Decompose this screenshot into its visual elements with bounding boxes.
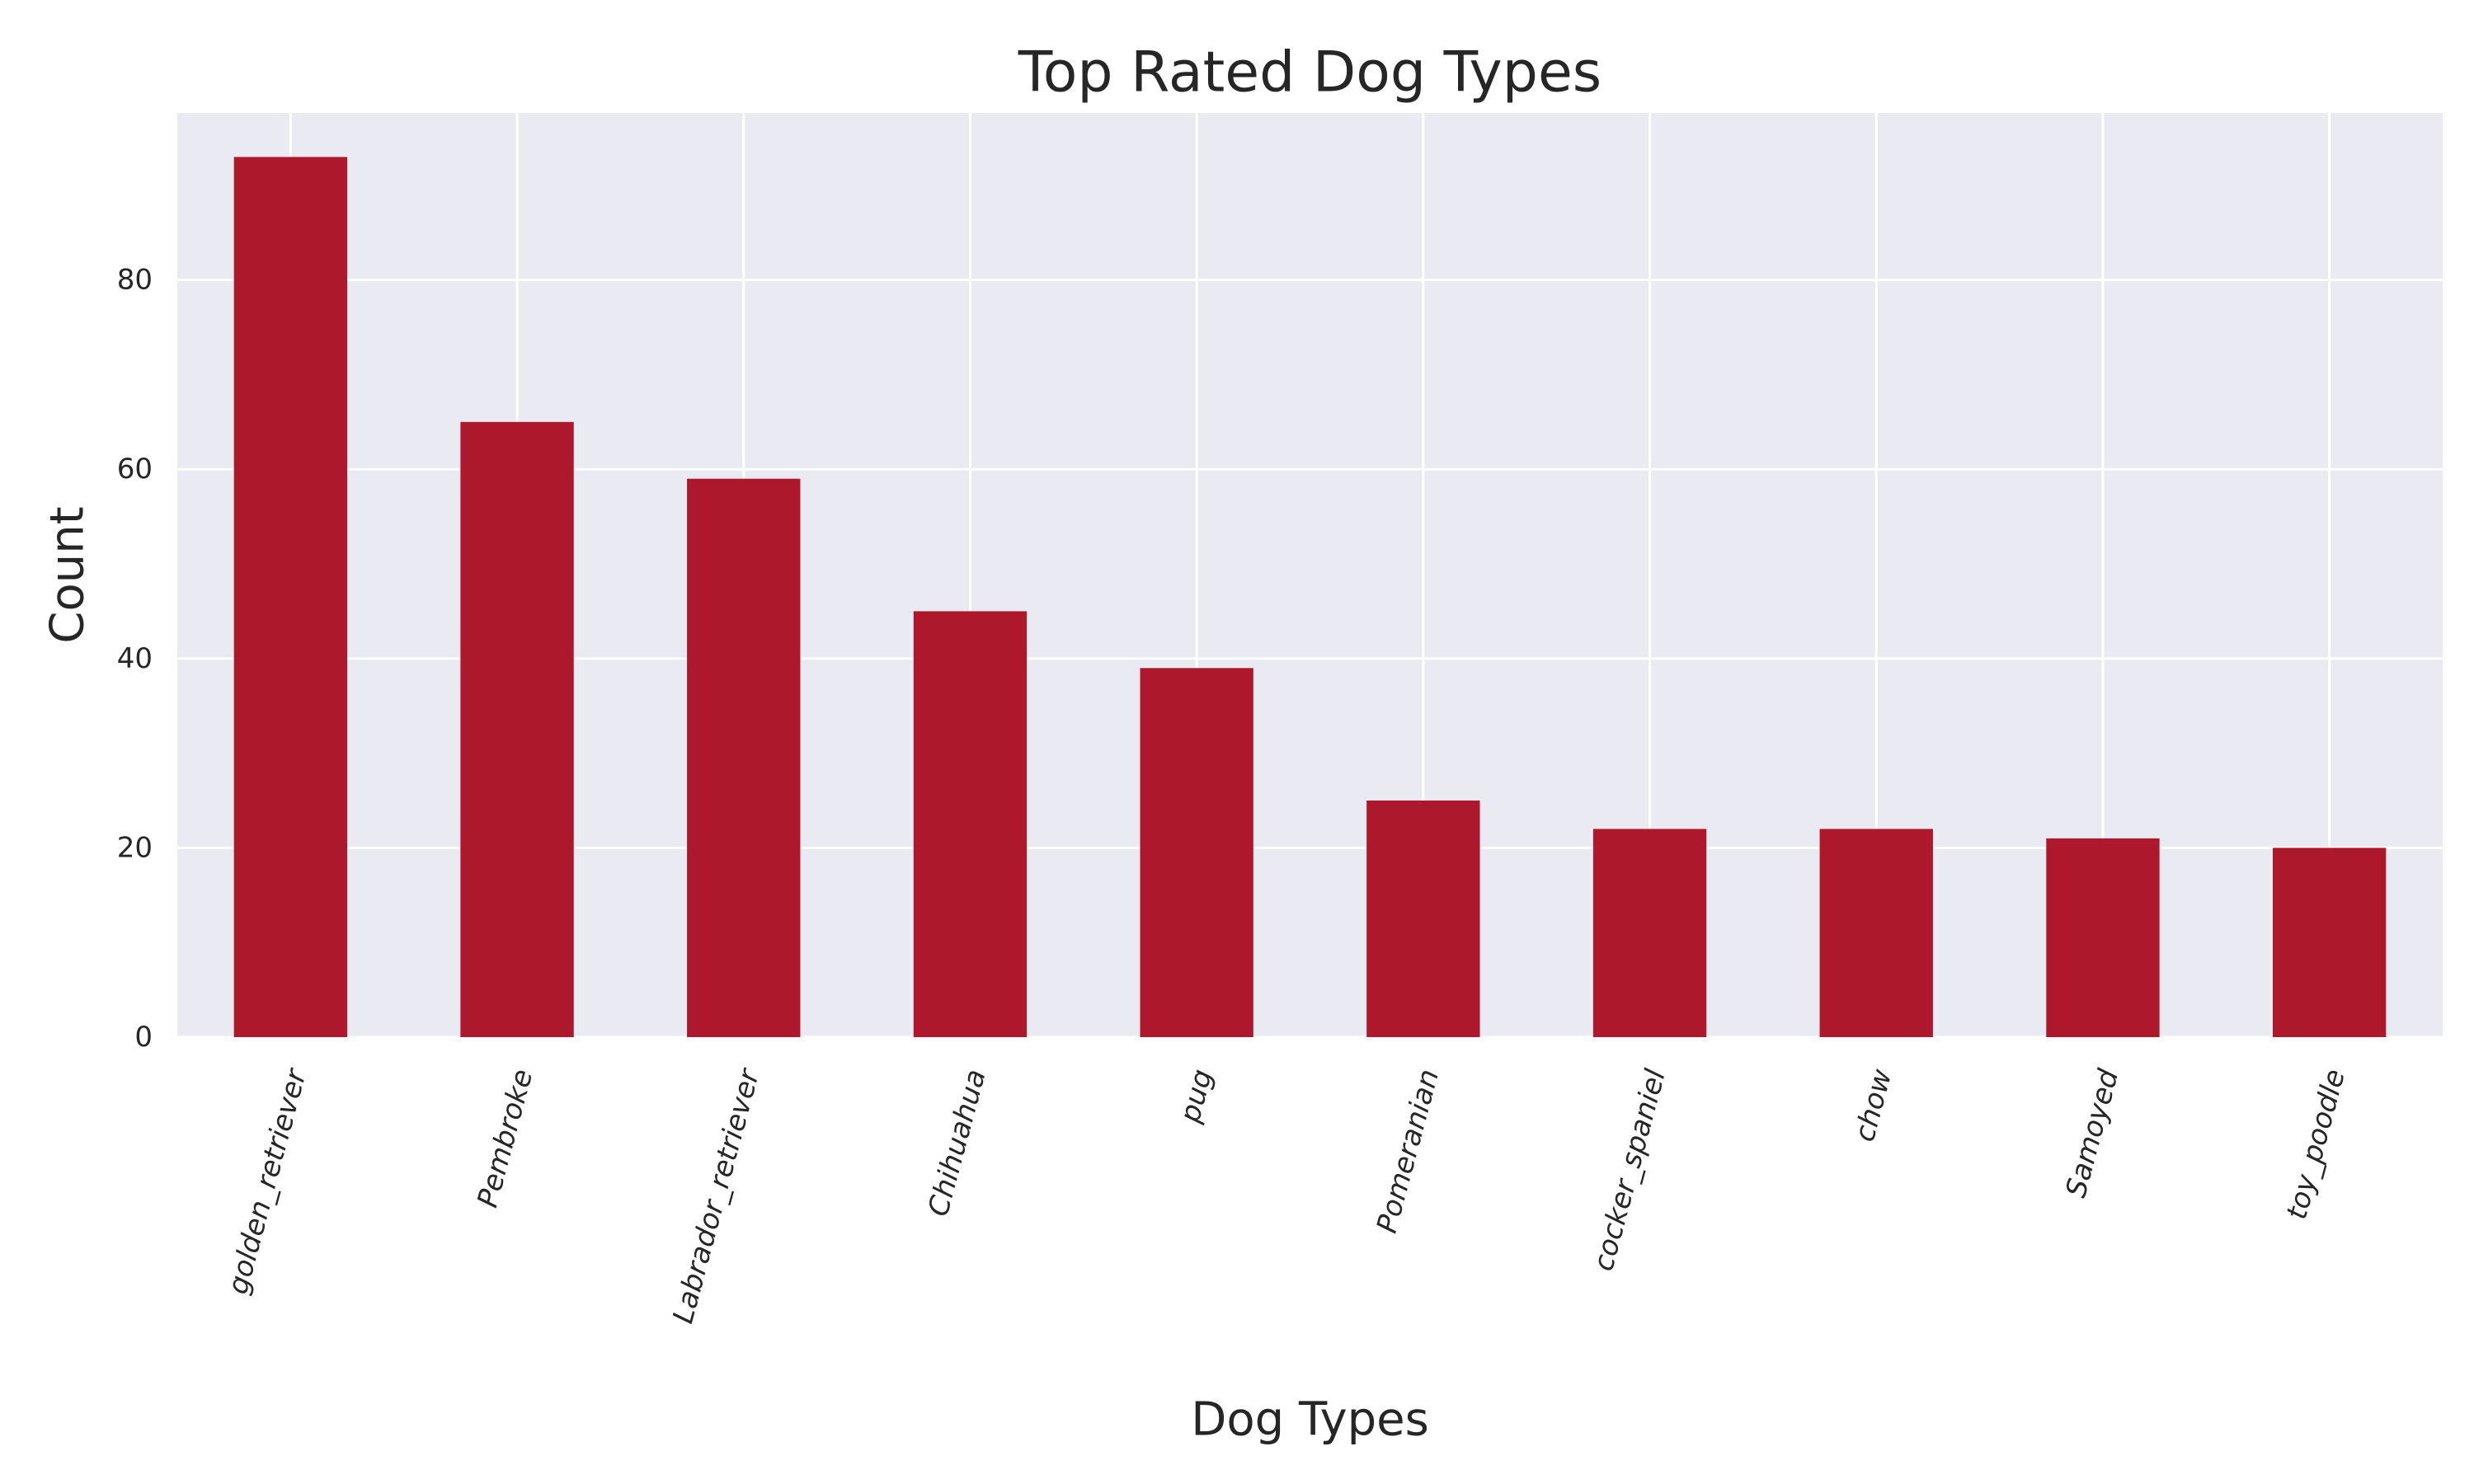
bars (233, 157, 2387, 1037)
y-tick-label: 60 (117, 453, 153, 486)
y-tick-label: 0 (134, 1021, 153, 1054)
y-tick-label: 80 (117, 264, 153, 297)
x-tick-label: cocker_spaniel (1587, 1065, 1672, 1275)
x-tick-label: Labrador_retriever (666, 1064, 766, 1327)
x-tick-label: Samoyed (2059, 1065, 2125, 1200)
bar (1819, 829, 1933, 1037)
bar (2046, 838, 2160, 1037)
x-tick-label: pug (1174, 1066, 1220, 1127)
y-axis-label: Count (41, 506, 95, 643)
x-tick-label: chow (1848, 1066, 1899, 1145)
bar (1592, 829, 1707, 1037)
x-tick-label: Pomeranian (1371, 1066, 1446, 1237)
bar (687, 478, 801, 1037)
x-tick-label: toy_poodle (2280, 1066, 2352, 1223)
y-axis-ticks: 0 20 40 60 80 (117, 264, 153, 1054)
x-tick-label: golden_retriever (221, 1064, 313, 1298)
x-axis-label: Dog Types (1191, 1393, 1429, 1447)
bar (1366, 801, 1480, 1037)
bar (460, 421, 574, 1037)
bar (1140, 668, 1253, 1037)
bar (913, 611, 1028, 1037)
x-tick-label: Chihuahua (922, 1066, 993, 1220)
x-axis-ticks: golden_retriever Pembroke Labrador_retriev… (221, 1064, 2352, 1327)
bar (2272, 848, 2387, 1037)
y-tick-label: 20 (117, 831, 153, 864)
y-tick-label: 40 (117, 642, 153, 675)
chart-title: Top Rated Dog Types (1018, 40, 1602, 106)
bar (233, 157, 348, 1037)
x-tick-label: Pembroke (471, 1066, 539, 1211)
